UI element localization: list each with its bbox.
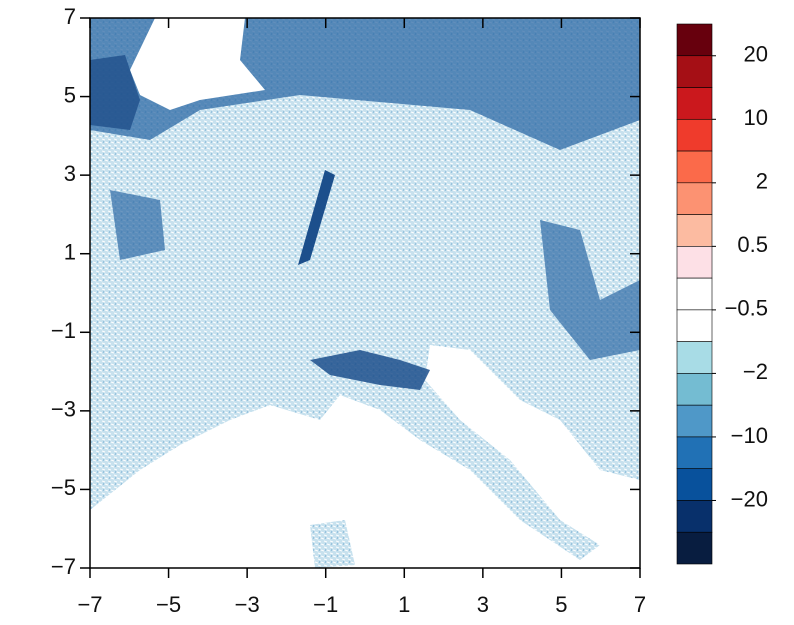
colorbar-swatch — [677, 183, 712, 215]
x-tick-label: −1 — [313, 592, 338, 617]
x-tick-label: 3 — [477, 592, 489, 617]
colorbar-label: 0.5 — [737, 232, 768, 257]
x-tick-label: −3 — [235, 592, 260, 617]
x-tick-label: 5 — [555, 592, 567, 617]
x-tick-label: −5 — [156, 592, 181, 617]
x-tick-label: −7 — [77, 592, 102, 617]
map-figure: −7 −5 −3 −1 1 3 5 7 −7 −5 −3 −1 1 3 5 7 20 10 2 0.5 −0.5 −2 −… — [0, 0, 794, 625]
colorbar-swatch — [677, 469, 712, 501]
colorbar-label: 10 — [744, 105, 768, 130]
colorbar-swatch — [677, 342, 712, 374]
colorbar-label: −20 — [731, 486, 768, 511]
colorbar-label: 20 — [744, 42, 768, 67]
x-tick-label: 1 — [398, 592, 410, 617]
colorbar-swatch — [677, 88, 712, 120]
y-tick-label: −7 — [51, 554, 76, 579]
colorbar-label: −2 — [743, 359, 768, 384]
colorbar-swatch — [677, 119, 712, 151]
colorbar-label: −0.5 — [725, 296, 768, 321]
colorbar-label: 2 — [756, 169, 768, 194]
y-tick-label: −5 — [51, 475, 76, 500]
colorbar-swatch — [677, 278, 712, 310]
colorbar: 20 10 2 0.5 −0.5 −2 −10 −20 — [677, 24, 768, 564]
colorbar-swatch — [677, 500, 712, 532]
x-tick-label: 7 — [634, 592, 646, 617]
y-tick-label: 1 — [64, 240, 76, 265]
colorbar-swatch — [677, 405, 712, 437]
y-tick-label: 3 — [64, 161, 76, 186]
y-tick-label: 5 — [64, 82, 76, 107]
colorbar-swatch — [677, 373, 712, 405]
colorbar-swatch — [677, 215, 712, 247]
colorbar-swatch — [677, 246, 712, 278]
colorbar-swatch — [677, 437, 712, 469]
colorbar-label: −10 — [731, 423, 768, 448]
colorbar-swatch — [677, 56, 712, 88]
colorbar-swatch — [677, 24, 712, 56]
colorbar-swatch — [677, 532, 712, 564]
colorbar-swatch — [677, 151, 712, 183]
colorbar-swatch — [677, 310, 712, 342]
y-tick-label: −3 — [51, 397, 76, 422]
map-area — [90, 18, 640, 568]
y-tick-label: 7 — [64, 4, 76, 29]
y-tick-label: −1 — [51, 318, 76, 343]
